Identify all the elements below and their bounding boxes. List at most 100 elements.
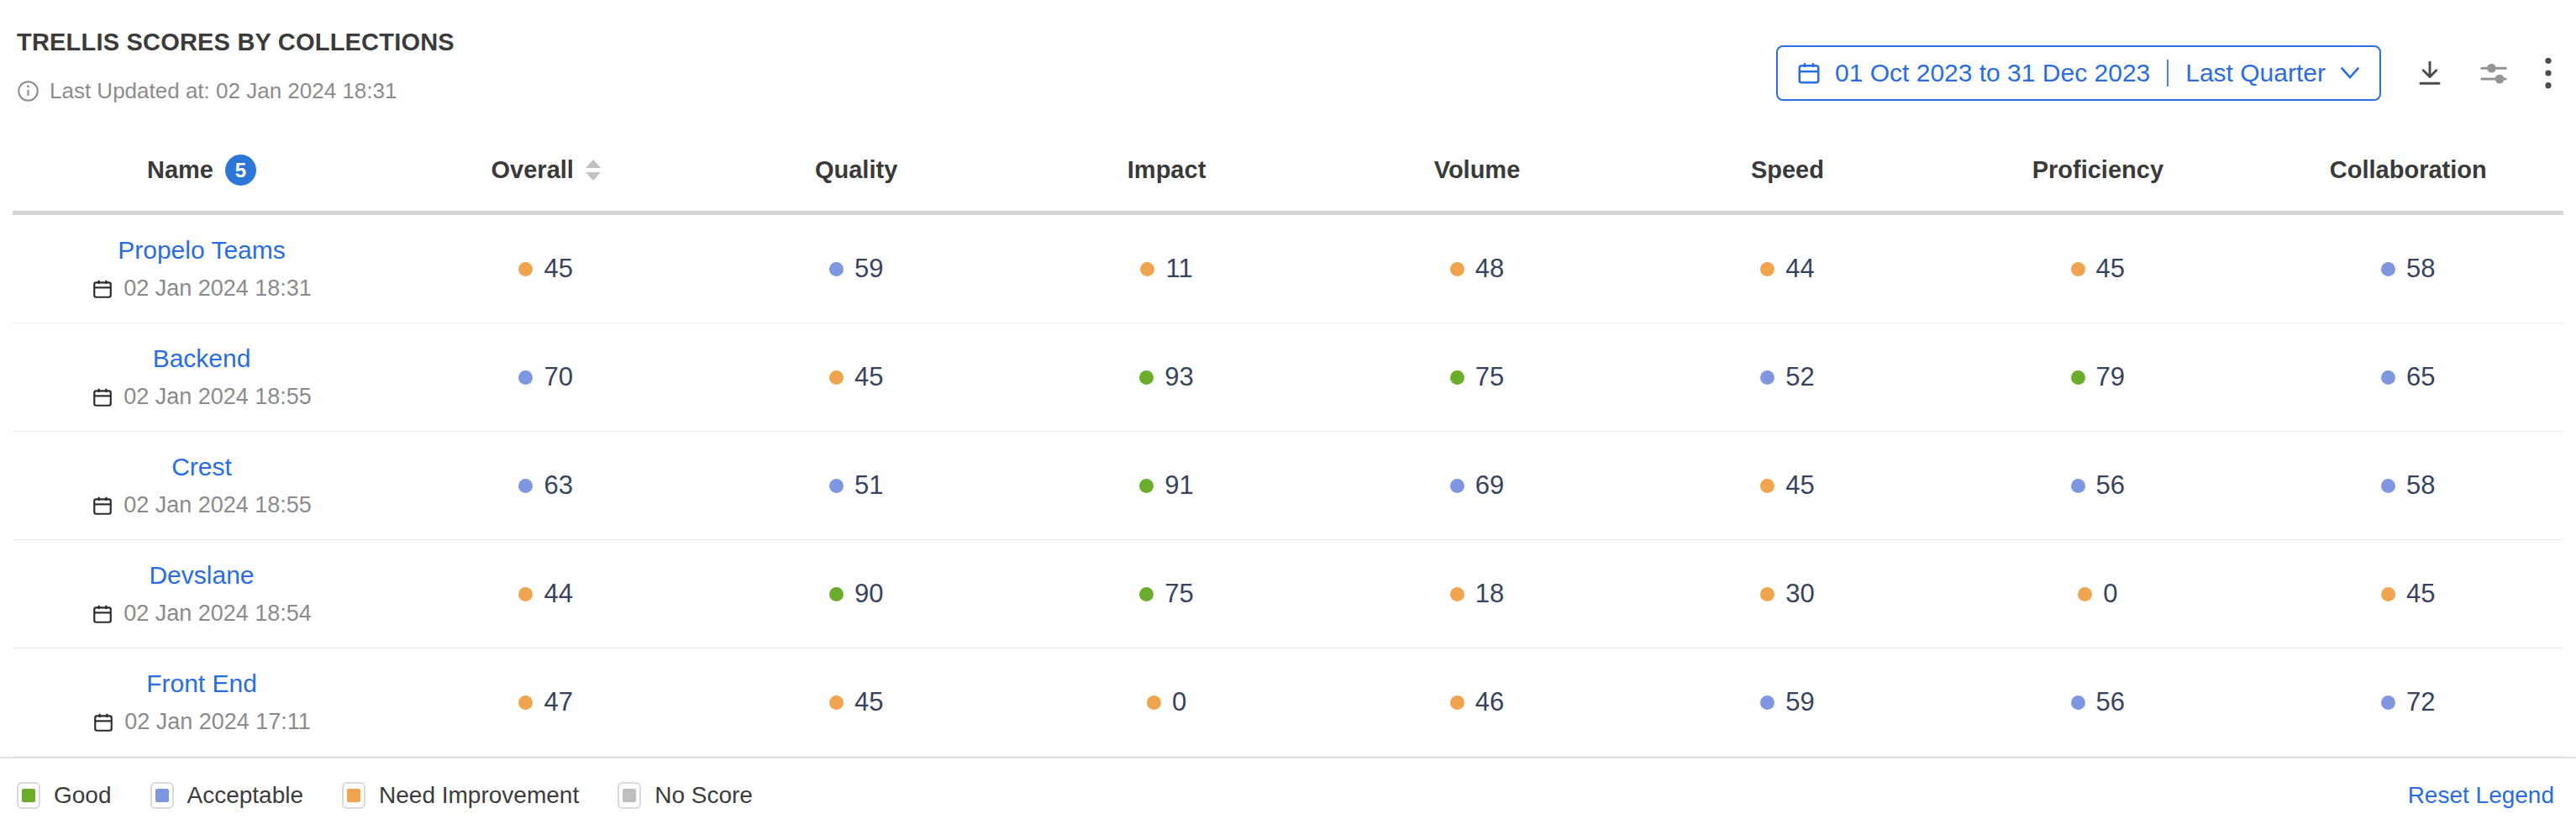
column-label: Proficiency [2032,156,2163,184]
score-value: 91 [1164,470,1193,501]
score-dot-acceptable [829,479,844,493]
kebab-menu-icon[interactable] [2542,56,2554,90]
score-value: 45 [2096,254,2125,284]
score-cell: 46 [1322,687,1632,717]
score-dot-need-improvement [2381,587,2395,601]
score-value: 46 [1475,687,1504,717]
toolbar: 01 Oct 2023 to 31 Dec 2023 Last Quarter [1776,45,2554,101]
score-value: 93 [1164,362,1193,392]
score-value: 75 [1475,362,1504,392]
score-value: 45 [544,254,572,284]
column-label: Impact [1128,156,1206,184]
calendar-icon [92,278,113,300]
report-date-text: 02 Jan 2024 17:11 [124,709,311,735]
score-cell: 59 [1632,687,1943,717]
report-date: 02 Jan 2024 18:55 [92,492,312,518]
report-date: 02 Jan 2024 18:31 [92,276,312,302]
score-dot-good [829,587,844,601]
score-cell: 45 [701,687,1011,717]
collection-link[interactable]: Backend [153,344,251,373]
legend-item-need-improvement[interactable]: Need Improvement [342,782,579,809]
name-cell: Propelo Teams 02 Jan 2024 18:31 [13,236,391,302]
table-row: Devslane02 Jan 2024 18:544490751830045 [13,540,2563,648]
legend: Good Acceptable Need Improvement No Score [17,782,753,809]
calendar-icon [92,603,113,625]
score-cell: 90 [701,579,1011,609]
legend-label: Acceptable [187,782,304,809]
legend-item-good[interactable]: Good [17,782,112,809]
legend-label: Good [54,782,112,809]
trellis-scores-table: Name5Overall Quality Impact Volume Speed Prof… [13,143,2563,757]
reset-legend-link[interactable]: Reset Legend [2408,782,2554,809]
score-cell: 30 [1632,579,1943,609]
column-label: Quality [815,156,897,184]
sort-icon[interactable] [586,160,601,181]
row-count-badge: 5 [225,155,256,186]
date-range-picker[interactable]: 01 Oct 2023 to 31 Dec 2023 Last Quarter [1776,45,2381,101]
score-dot-good [1139,479,1154,493]
score-value: 47 [544,687,572,717]
score-cell: 52 [1632,362,1943,392]
collection-link[interactable]: Crest [171,453,232,481]
score-value: 58 [2406,254,2435,284]
column-header-volume: Volume [1322,156,1632,184]
table-row: Front End02 Jan 2024 17:114745046595672 [13,648,2563,757]
score-value: 63 [544,470,572,501]
score-cell: 58 [2253,470,2563,501]
legend-item-no-score[interactable]: No Score [618,782,753,809]
divider [2167,60,2169,87]
legend-item-acceptable[interactable]: Acceptable [150,782,304,809]
score-dot-acceptable [2381,262,2395,276]
collection-link[interactable]: Propelo Teams [118,236,286,265]
collection-link[interactable]: Devslane [149,561,254,590]
table-row: Crest02 Jan 2024 18:5563519169455658 [13,432,2563,540]
score-value: 30 [1785,579,1814,609]
score-cell: 45 [391,254,701,284]
score-cell: 75 [1012,579,1322,609]
name-cell: Devslane02 Jan 2024 18:54 [13,561,391,627]
score-dot-acceptable [2071,696,2085,710]
info-icon [17,80,39,102]
score-dot-acceptable [1760,696,1774,710]
score-value: 51 [854,470,883,501]
column-header-overall[interactable]: Overall [391,156,701,184]
score-dot-acceptable [518,370,533,385]
score-value: 0 [1172,687,1186,717]
column-header-speed: Speed [1632,156,1943,184]
column-label: Speed [1751,156,1824,184]
table-body: Propelo Teams02 Jan 2024 18:314559114844… [13,215,2563,757]
score-dot-need-improvement [1450,696,1464,710]
score-value: 90 [854,579,883,609]
score-dot-need-improvement [1760,587,1774,601]
table-footer: Good Acceptable Need Improvement No Score R… [0,757,2576,832]
score-cell: 44 [391,579,701,609]
date-range-text: 01 Oct 2023 to 31 Dec 2023 [1835,59,2150,87]
score-dot-need-improvement [1140,262,1154,276]
score-cell: 70 [391,362,701,392]
sliders-icon[interactable] [2479,58,2509,88]
score-cell: 65 [2253,362,2563,392]
collection-link[interactable]: Front End [146,669,257,698]
calendar-icon [92,386,113,408]
column-header-name: Name5 [13,155,391,186]
score-dot-acceptable [2381,479,2395,493]
title-block: TRELLIS SCORES BY COLLECTIONS Last Updat… [17,29,455,104]
chevron-down-icon [2339,66,2361,81]
score-value: 72 [2406,687,2435,717]
score-dot-good [2071,370,2085,385]
download-button[interactable] [2415,58,2445,88]
score-value: 79 [2096,362,2125,392]
column-header-proficiency: Proficiency [1943,156,2253,184]
score-value: 11 [1165,254,1192,284]
column-header-collaboration: Collaboration [2253,156,2563,184]
calendar-icon [92,495,113,517]
score-cell: 11 [1012,254,1322,284]
score-value: 44 [1785,254,1814,284]
column-header-quality: Quality [701,156,1011,184]
name-cell: Backend 02 Jan 2024 18:55 [13,344,391,410]
score-dot-need-improvement [829,696,844,710]
score-value: 59 [1785,687,1814,717]
legend-swatch-need-improvement [342,782,365,809]
report-date-text: 02 Jan 2024 18:55 [124,384,312,410]
score-value: 59 [854,254,883,284]
